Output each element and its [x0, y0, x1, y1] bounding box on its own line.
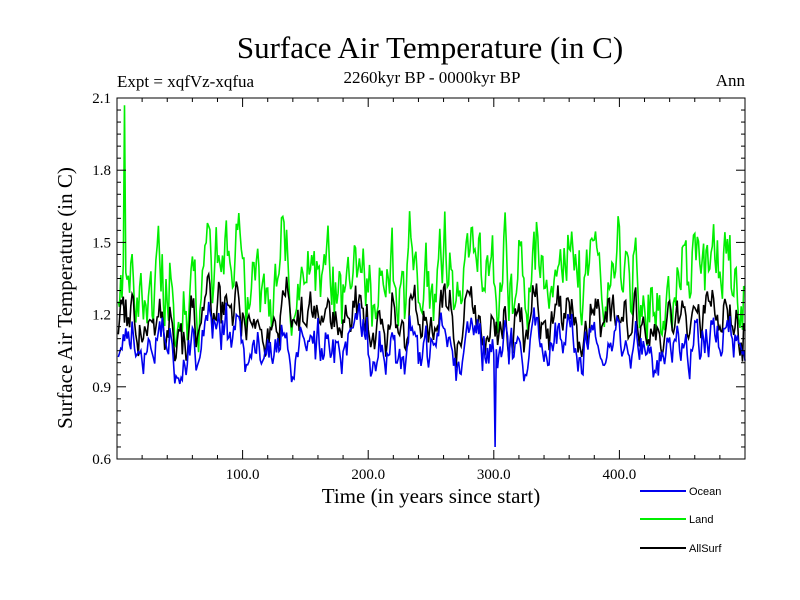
x-axis-label: Time (in years since start) [322, 484, 541, 508]
x-tick-label: 400.0 [603, 467, 637, 483]
x-tick-label: 200.0 [351, 467, 385, 483]
legend-label-ocean: Ocean [689, 486, 721, 498]
series-layer [117, 105, 746, 448]
season-label: Ann [716, 71, 746, 90]
legend-label-land: Land [689, 514, 713, 526]
y-tick-label: 0.6 [92, 452, 111, 468]
y-tick-label: 2.1 [92, 91, 111, 107]
y-tick-label: 0.9 [92, 380, 111, 396]
series-line-allsurf [117, 271, 746, 368]
chart-subtitle: 2260kyr BP - 0000kyr BP [344, 68, 521, 87]
x-tick-label: 300.0 [477, 467, 511, 483]
chart-title: Surface Air Temperature (in C) [237, 30, 623, 65]
y-tick-labels: 0.6 0.9 1.2 1.5 1.8 2.1 [92, 91, 111, 468]
series-line-ocean [117, 301, 746, 448]
legend: Ocean Land AllSurf [640, 486, 722, 555]
y-axis-label: Surface Air Temperature (in C) [53, 167, 77, 429]
series-line-land [117, 105, 746, 353]
y-tick-label: 1.8 [92, 163, 111, 179]
y-tick-label: 1.5 [92, 235, 111, 251]
x-tick-labels: 100.0 200.0 300.0 400.0 [226, 467, 637, 483]
legend-label-allsurf: AllSurf [689, 543, 722, 555]
experiment-label: Expt = xqfVz-xqfua [117, 72, 255, 91]
x-tick-label: 100.0 [226, 467, 260, 483]
y-tick-label: 1.2 [92, 308, 111, 324]
plot-frame [116, 97, 746, 460]
